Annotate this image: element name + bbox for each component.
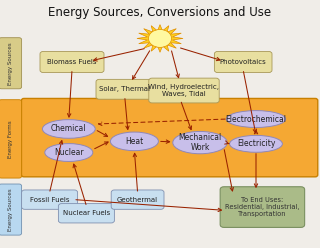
Ellipse shape	[173, 131, 227, 154]
Polygon shape	[137, 25, 183, 52]
Text: Electricity: Electricity	[237, 139, 275, 148]
FancyBboxPatch shape	[220, 187, 305, 227]
Ellipse shape	[45, 144, 93, 161]
Text: Nuclear Fuels: Nuclear Fuels	[63, 210, 110, 216]
Text: Geothermal: Geothermal	[117, 197, 158, 203]
FancyBboxPatch shape	[58, 204, 115, 223]
Ellipse shape	[230, 135, 282, 152]
Text: Mechanical
Work: Mechanical Work	[178, 133, 222, 152]
FancyBboxPatch shape	[149, 78, 219, 103]
Text: Heat: Heat	[125, 137, 144, 146]
FancyBboxPatch shape	[0, 184, 22, 235]
Ellipse shape	[42, 120, 95, 138]
FancyBboxPatch shape	[96, 79, 154, 99]
Ellipse shape	[227, 111, 286, 127]
FancyBboxPatch shape	[21, 98, 318, 177]
Ellipse shape	[110, 132, 158, 151]
Text: Biomass Fuels: Biomass Fuels	[47, 59, 97, 65]
Text: Chemical: Chemical	[51, 124, 86, 133]
FancyBboxPatch shape	[40, 52, 104, 72]
FancyBboxPatch shape	[214, 52, 272, 72]
FancyBboxPatch shape	[0, 100, 22, 178]
Text: Wind, Hydroelectric,
Waves, Tidal: Wind, Hydroelectric, Waves, Tidal	[148, 84, 220, 97]
FancyBboxPatch shape	[111, 190, 164, 209]
Text: Energy Sources: Energy Sources	[8, 188, 13, 231]
FancyBboxPatch shape	[0, 38, 22, 89]
FancyBboxPatch shape	[22, 190, 77, 209]
Text: Solar, Thermal: Solar, Thermal	[99, 86, 150, 92]
Text: Fossil Fuels: Fossil Fuels	[30, 197, 69, 203]
Text: Photovoltaics: Photovoltaics	[220, 59, 267, 65]
Text: To End Uses:
Residential, Industrial,
Transportation: To End Uses: Residential, Industrial, Tr…	[225, 197, 300, 217]
Circle shape	[148, 30, 172, 47]
Text: Nuclear: Nuclear	[54, 148, 84, 157]
Text: Energy Sources, Conversions and Use: Energy Sources, Conversions and Use	[48, 6, 272, 19]
Text: Energy Sources: Energy Sources	[8, 42, 13, 85]
Text: Energy Forms: Energy Forms	[8, 120, 13, 158]
Text: Electrochemical: Electrochemical	[226, 115, 286, 124]
